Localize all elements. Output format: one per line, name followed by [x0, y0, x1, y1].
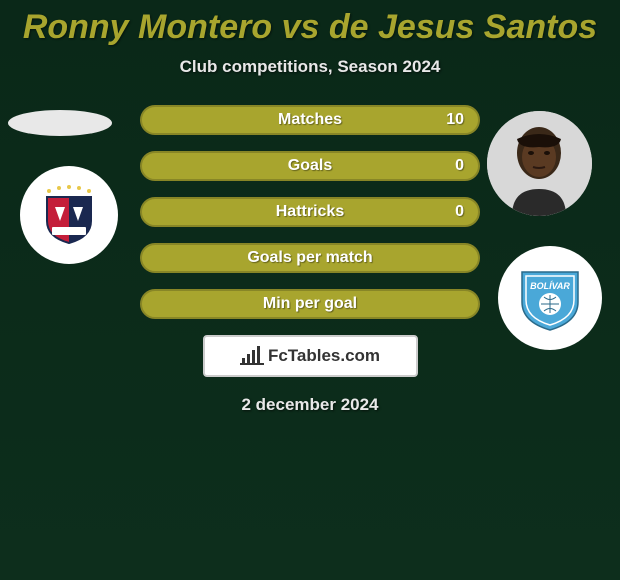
player-avatar-right [487, 111, 592, 216]
stat-value: 0 [455, 157, 464, 175]
comparison-content: BOLÍVAR Matches 10 Goals 0 Hattricks 0 G… [0, 105, 620, 415]
stat-bar-matches: Matches 10 [140, 105, 480, 135]
stat-label: Goals [288, 157, 332, 175]
svg-text:BOLÍVAR: BOLÍVAR [530, 281, 570, 291]
team-badge-left [20, 166, 118, 264]
stat-label: Goals per match [247, 249, 372, 267]
stat-bar-goals-per-match: Goals per match [140, 243, 480, 273]
bolivar-crest-icon: BOLÍVAR [514, 262, 586, 334]
brand-name: FcTables.com [268, 346, 380, 366]
stat-value: 0 [455, 203, 464, 221]
stats-container: Matches 10 Goals 0 Hattricks 0 Goals per… [140, 105, 480, 319]
stat-label: Matches [278, 111, 342, 129]
player-avatar-left [8, 110, 112, 136]
stat-bar-goals: Goals 0 [140, 151, 480, 181]
brand-attribution[interactable]: FcTables.com [203, 335, 418, 377]
season-subtitle: Club competitions, Season 2024 [0, 57, 620, 77]
bar-chart-icon [240, 346, 264, 366]
stat-label: Min per goal [263, 295, 357, 313]
comparison-date: 2 december 2024 [0, 395, 620, 415]
stat-bar-hattricks: Hattricks 0 [140, 197, 480, 227]
wilstermann-crest-icon [37, 183, 101, 247]
stat-bar-min-per-goal: Min per goal [140, 289, 480, 319]
stat-label: Hattricks [276, 203, 344, 221]
stat-value: 10 [446, 111, 464, 129]
comparison-title: Ronny Montero vs de Jesus Santos [0, 0, 620, 47]
team-badge-right: BOLÍVAR [498, 246, 602, 350]
